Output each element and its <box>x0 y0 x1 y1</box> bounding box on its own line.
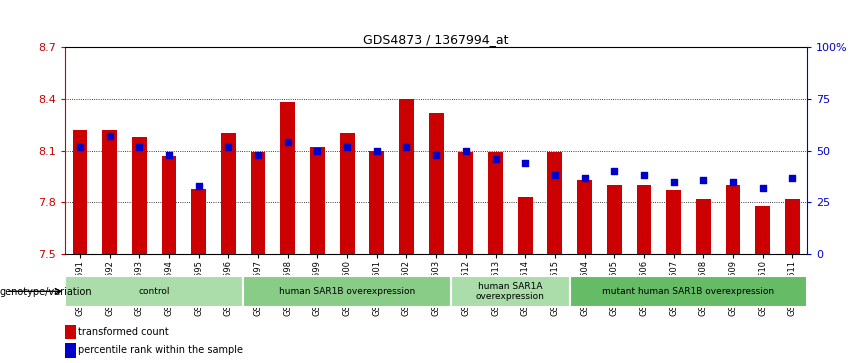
Text: human SAR1B overexpression: human SAR1B overexpression <box>279 287 415 296</box>
Point <box>251 152 265 158</box>
Point <box>667 179 681 185</box>
Bar <box>339 133 354 254</box>
Text: genotype/variation: genotype/variation <box>0 287 93 297</box>
Point <box>578 175 592 180</box>
Bar <box>607 185 621 254</box>
Point <box>340 144 354 150</box>
Text: human SAR1A
overexpression: human SAR1A overexpression <box>476 282 545 301</box>
Point <box>756 185 770 191</box>
Point <box>280 139 294 145</box>
Bar <box>221 133 236 254</box>
Point <box>726 179 740 185</box>
Bar <box>451 276 569 307</box>
Bar <box>191 188 206 254</box>
Bar <box>548 152 562 254</box>
Bar <box>132 137 147 254</box>
Bar <box>667 190 681 254</box>
Bar <box>755 206 770 254</box>
Point <box>311 148 325 154</box>
Bar <box>73 130 88 254</box>
Point <box>518 160 532 166</box>
Point <box>489 156 503 162</box>
Point <box>429 152 443 158</box>
Bar <box>429 113 444 254</box>
Bar <box>243 276 451 307</box>
Point <box>132 144 146 150</box>
Point <box>370 148 384 154</box>
Point <box>192 183 206 189</box>
Title: GDS4873 / 1367994_at: GDS4873 / 1367994_at <box>364 33 509 46</box>
Bar <box>726 185 740 254</box>
Bar <box>458 152 473 254</box>
Bar <box>65 276 243 307</box>
Bar <box>577 180 592 254</box>
Point <box>608 168 621 174</box>
Text: transformed count: transformed count <box>78 327 169 337</box>
Point <box>399 144 413 150</box>
Bar <box>399 99 414 254</box>
Point <box>786 175 799 180</box>
Bar <box>251 152 266 254</box>
Bar <box>696 199 711 254</box>
Point <box>548 172 562 178</box>
Bar <box>785 199 799 254</box>
Point <box>73 144 87 150</box>
Bar <box>161 156 176 254</box>
Bar <box>636 185 651 254</box>
Text: control: control <box>138 287 170 296</box>
Point <box>696 177 710 183</box>
Bar <box>280 102 295 254</box>
Bar <box>488 152 503 254</box>
Point <box>459 148 473 154</box>
Bar <box>569 276 807 307</box>
Point <box>102 133 116 139</box>
Point <box>221 144 235 150</box>
Bar <box>518 197 533 254</box>
Point <box>637 172 651 178</box>
Bar <box>310 147 325 254</box>
Point <box>162 152 176 158</box>
Text: mutant human SAR1B overexpression: mutant human SAR1B overexpression <box>602 287 774 296</box>
Text: percentile rank within the sample: percentile rank within the sample <box>78 345 243 355</box>
Bar <box>102 130 117 254</box>
Bar <box>370 151 385 254</box>
